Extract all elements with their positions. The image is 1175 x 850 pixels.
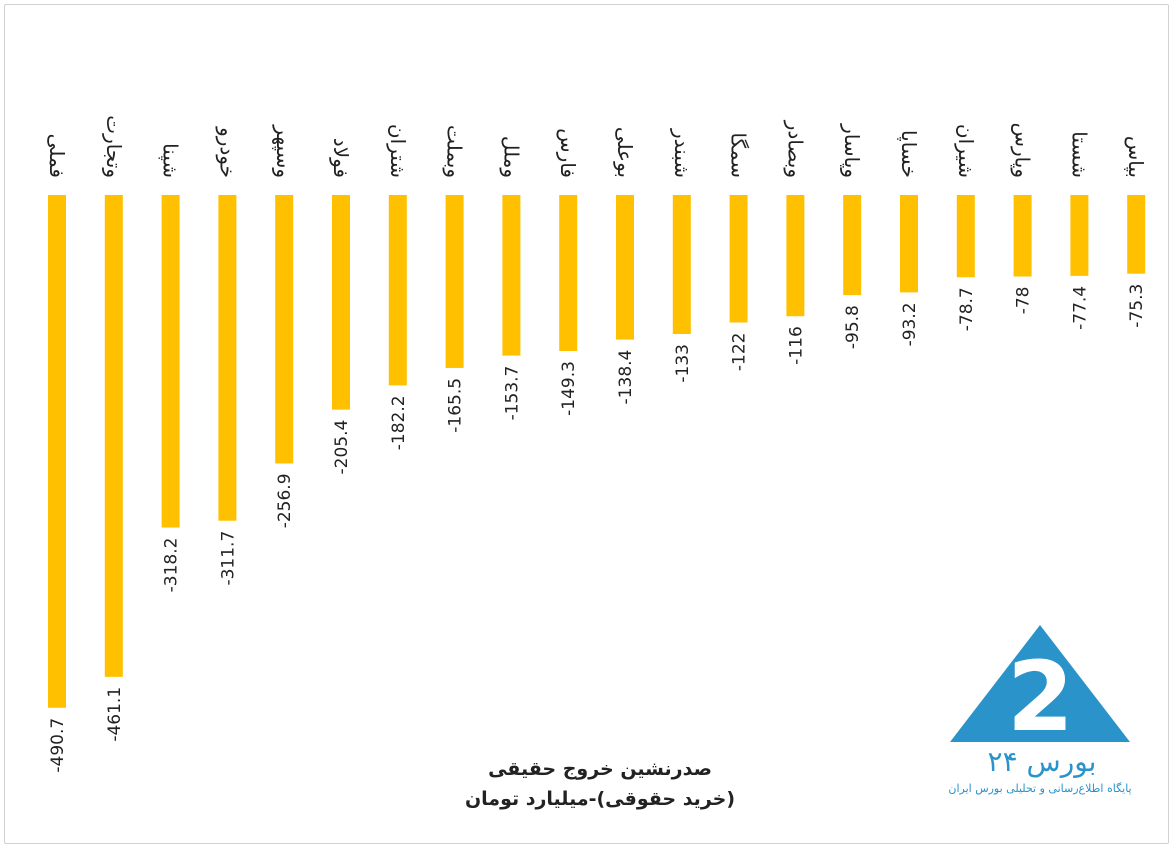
value-label-2: -461.1 — [105, 687, 125, 742]
bar-1 — [48, 195, 66, 708]
value-label-7: -182.2 — [389, 395, 409, 450]
bar-15 — [843, 195, 862, 296]
bourse24-logo-icon: 2 — [950, 625, 1130, 753]
category-label-4: خودرو — [215, 126, 239, 178]
bar-14 — [786, 195, 805, 317]
category-label-11: بوعلی — [613, 127, 637, 178]
chart-frame — [4, 4, 1169, 844]
bar-20 — [1127, 195, 1146, 274]
bar-4 — [218, 195, 237, 521]
bar-12 — [672, 195, 691, 334]
value-label-19: -77.4 — [1070, 286, 1090, 330]
value-label-11: -138.4 — [616, 350, 636, 405]
value-label-17: -78.7 — [957, 287, 977, 331]
category-label-20: بپاس — [1123, 136, 1148, 178]
logo-wordmark: بورس ۲۴ — [987, 745, 1097, 778]
bar-3 — [161, 195, 180, 528]
value-label-9: -153.7 — [502, 366, 522, 421]
value-label-6: -205.4 — [332, 420, 352, 475]
bar-8 — [445, 195, 464, 368]
value-label-16: -93.2 — [900, 302, 920, 346]
bar-5 — [275, 195, 294, 464]
chart-title-line-2: (خرید حقوقی)-میلیارد تومان — [464, 788, 736, 810]
bar-6 — [332, 195, 350, 410]
category-label-18: وپارس — [1010, 123, 1035, 178]
value-label-5: -256.9 — [275, 473, 295, 528]
bar-16 — [900, 195, 918, 293]
bar-18 — [1013, 195, 1032, 277]
bar-7 — [388, 195, 407, 386]
value-label-15: -95.8 — [843, 305, 863, 349]
category-label-15: وپاسار — [839, 123, 864, 178]
value-label-14: -116 — [786, 326, 806, 365]
logo-number-2: 2 — [1007, 641, 1074, 753]
category-label-1: فملی — [45, 134, 69, 178]
bar-13 — [729, 195, 748, 323]
category-label-19: شستا — [1067, 131, 1091, 178]
bar-2 — [104, 195, 123, 677]
chart-title-line-1: صدرنشین خروج حقیقی — [488, 758, 712, 780]
category-label-10: فارس — [556, 128, 580, 178]
chart-title: صدرنشین خروج حقیقی (خرید حقوقی)-میلیارد … — [420, 754, 780, 814]
category-label-13: سمگا — [727, 133, 751, 178]
bar-9 — [502, 195, 521, 356]
value-label-1: -490.7 — [48, 718, 68, 773]
value-label-18: -78 — [1014, 287, 1034, 315]
category-label-16: خساپا — [896, 130, 921, 178]
logo-triangle — [950, 625, 1130, 742]
category-label-14: وبصادر — [783, 120, 807, 178]
value-label-3: -318.2 — [162, 538, 182, 593]
value-label-20: -75.3 — [1127, 284, 1147, 328]
category-label-6: فولاد — [329, 138, 353, 178]
category-label-17: شیران — [954, 124, 978, 178]
category-label-12: شبندر — [670, 128, 694, 178]
category-label-9: وملل — [499, 136, 523, 178]
value-label-13: -122 — [730, 332, 750, 371]
category-label-7: شتران — [386, 124, 410, 178]
bar-19 — [1070, 195, 1089, 276]
value-label-10: -149.3 — [559, 361, 579, 416]
category-label-8: وبملت — [443, 125, 467, 178]
logo-tagline: پایگاه اطلاع‌رسانی و تحلیلی بورس ایران — [948, 782, 1132, 795]
category-label-5: وسپهر — [271, 124, 296, 178]
bar-11 — [616, 195, 634, 340]
bar-10 — [559, 195, 578, 352]
value-label-8: -165.5 — [446, 378, 466, 433]
bar-17 — [956, 195, 975, 278]
category-label-2: وتجارت — [102, 115, 126, 178]
category-label-3: شپنا — [158, 143, 183, 178]
value-label-12: -133 — [673, 344, 693, 383]
value-label-4: -311.7 — [218, 531, 238, 586]
